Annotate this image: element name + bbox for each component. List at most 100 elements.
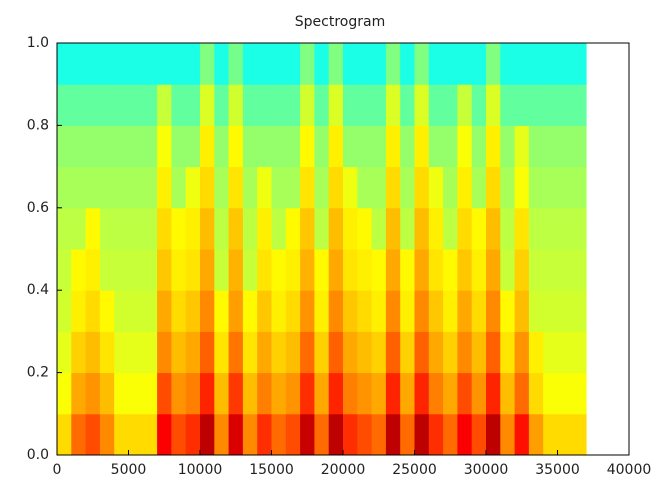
spectrogram-cell [371, 372, 387, 415]
spectrogram-cell [328, 84, 344, 126]
spectrogram-cell [514, 166, 530, 209]
spectrogram-cell [557, 207, 573, 250]
spectrogram-cell [400, 125, 415, 168]
spectrogram-cell [228, 84, 244, 126]
spectrogram-cell [242, 43, 258, 85]
spectrogram-cell [557, 166, 573, 209]
spectrogram-cell [271, 166, 287, 209]
spectrogram-cell [528, 413, 544, 456]
spectrogram-cell [557, 84, 573, 126]
spectrogram-cell [257, 413, 272, 456]
spectrogram-cell [157, 43, 172, 85]
spectrogram-cell [414, 166, 430, 209]
spectrogram-cell [271, 413, 287, 456]
spectrogram-cell [514, 84, 530, 126]
spectrogram-cell [285, 413, 301, 456]
spectrogram-cell [443, 249, 458, 291]
spectrogram-cell [571, 290, 587, 332]
spectrogram-cell [300, 249, 315, 291]
spectrogram-cell [314, 166, 330, 209]
spectrogram-cell [300, 43, 315, 85]
spectrogram-cell [171, 249, 187, 291]
spectrogram-cell [457, 331, 473, 374]
spectrogram-cell [114, 207, 129, 250]
y-tick-label: 0.2 [27, 365, 49, 381]
spectrogram-cell [285, 125, 301, 168]
spectrogram-cell [343, 331, 358, 374]
spectrogram-cell [128, 413, 144, 456]
spectrogram-cell [428, 207, 444, 250]
spectrogram-cell [157, 290, 172, 332]
spectrogram-cell [385, 84, 401, 126]
spectrogram-cell [371, 43, 387, 85]
spectrogram-cell [385, 413, 401, 456]
spectrogram-cell [57, 372, 72, 415]
spectrogram-cell [214, 331, 230, 374]
spectrogram-cell [271, 43, 287, 85]
spectrogram-cell [471, 166, 487, 209]
spectrogram-cell [142, 43, 158, 85]
spectrogram-cell [557, 372, 573, 415]
spectrogram-cell [443, 166, 458, 209]
spectrogram-cell [242, 331, 258, 374]
spectrogram-cell [443, 125, 458, 168]
spectrogram-cell [99, 290, 115, 332]
spectrogram-cell [157, 413, 172, 456]
spectrogram-cell [400, 331, 415, 374]
spectrogram-cell [414, 43, 430, 85]
spectrogram-cell [400, 43, 415, 85]
spectrogram-cell [300, 331, 315, 374]
spectrogram-cell [157, 331, 172, 374]
spectrogram-cell [343, 207, 358, 250]
spectrogram-cell [457, 290, 473, 332]
spectrogram-cell [471, 249, 487, 291]
spectrogram-cell [114, 331, 129, 374]
heatmap [57, 43, 587, 456]
spectrogram-cell [414, 249, 430, 291]
spectrogram-cell [185, 331, 201, 374]
spectrogram-cell [128, 84, 144, 126]
spectrogram-cell [428, 166, 444, 209]
spectrogram-cell [414, 331, 430, 374]
spectrogram-cell [142, 413, 158, 456]
spectrogram-cell [343, 84, 358, 126]
spectrogram-cell [443, 84, 458, 126]
spectrogram-cell [414, 290, 430, 332]
spectrogram-cell [471, 372, 487, 415]
x-tick-label: 25000 [392, 462, 437, 478]
spectrogram-cell [171, 125, 187, 168]
spectrogram-cell [285, 331, 301, 374]
spectrogram-cell [343, 372, 358, 415]
spectrogram-cell [300, 372, 315, 415]
spectrogram-cell [528, 331, 544, 374]
spectrogram-cell [357, 207, 373, 250]
spectrogram-cell [486, 166, 501, 209]
spectrogram-cell [486, 372, 501, 415]
spectrogram-cell [400, 84, 415, 126]
spectrogram-cell [85, 43, 101, 85]
spectrogram-cell [400, 166, 415, 209]
spectrogram-cell [200, 43, 215, 85]
spectrogram-cell [200, 166, 215, 209]
spectrogram-cell [314, 413, 330, 456]
spectrogram-cell [514, 43, 530, 85]
spectrogram-cell [371, 166, 387, 209]
spectrogram-cell [486, 413, 501, 456]
spectrogram-cell [328, 290, 344, 332]
spectrogram-cell [328, 125, 344, 168]
spectrogram-cell [71, 166, 87, 209]
spectrogram-cell [328, 413, 344, 456]
spectrogram-cell [242, 125, 258, 168]
spectrogram-cell [285, 84, 301, 126]
spectrogram-cell [271, 84, 287, 126]
spectrogram-cell [500, 372, 516, 415]
spectrogram-cell [285, 207, 301, 250]
spectrogram-cell [443, 43, 458, 85]
spectrogram-cell [200, 413, 215, 456]
spectrogram-cell [214, 166, 230, 209]
spectrogram-cell [71, 207, 87, 250]
spectrogram-cell [114, 125, 129, 168]
spectrogram-cell [557, 290, 573, 332]
spectrogram-cell [385, 372, 401, 415]
spectrogram-cell [257, 290, 272, 332]
